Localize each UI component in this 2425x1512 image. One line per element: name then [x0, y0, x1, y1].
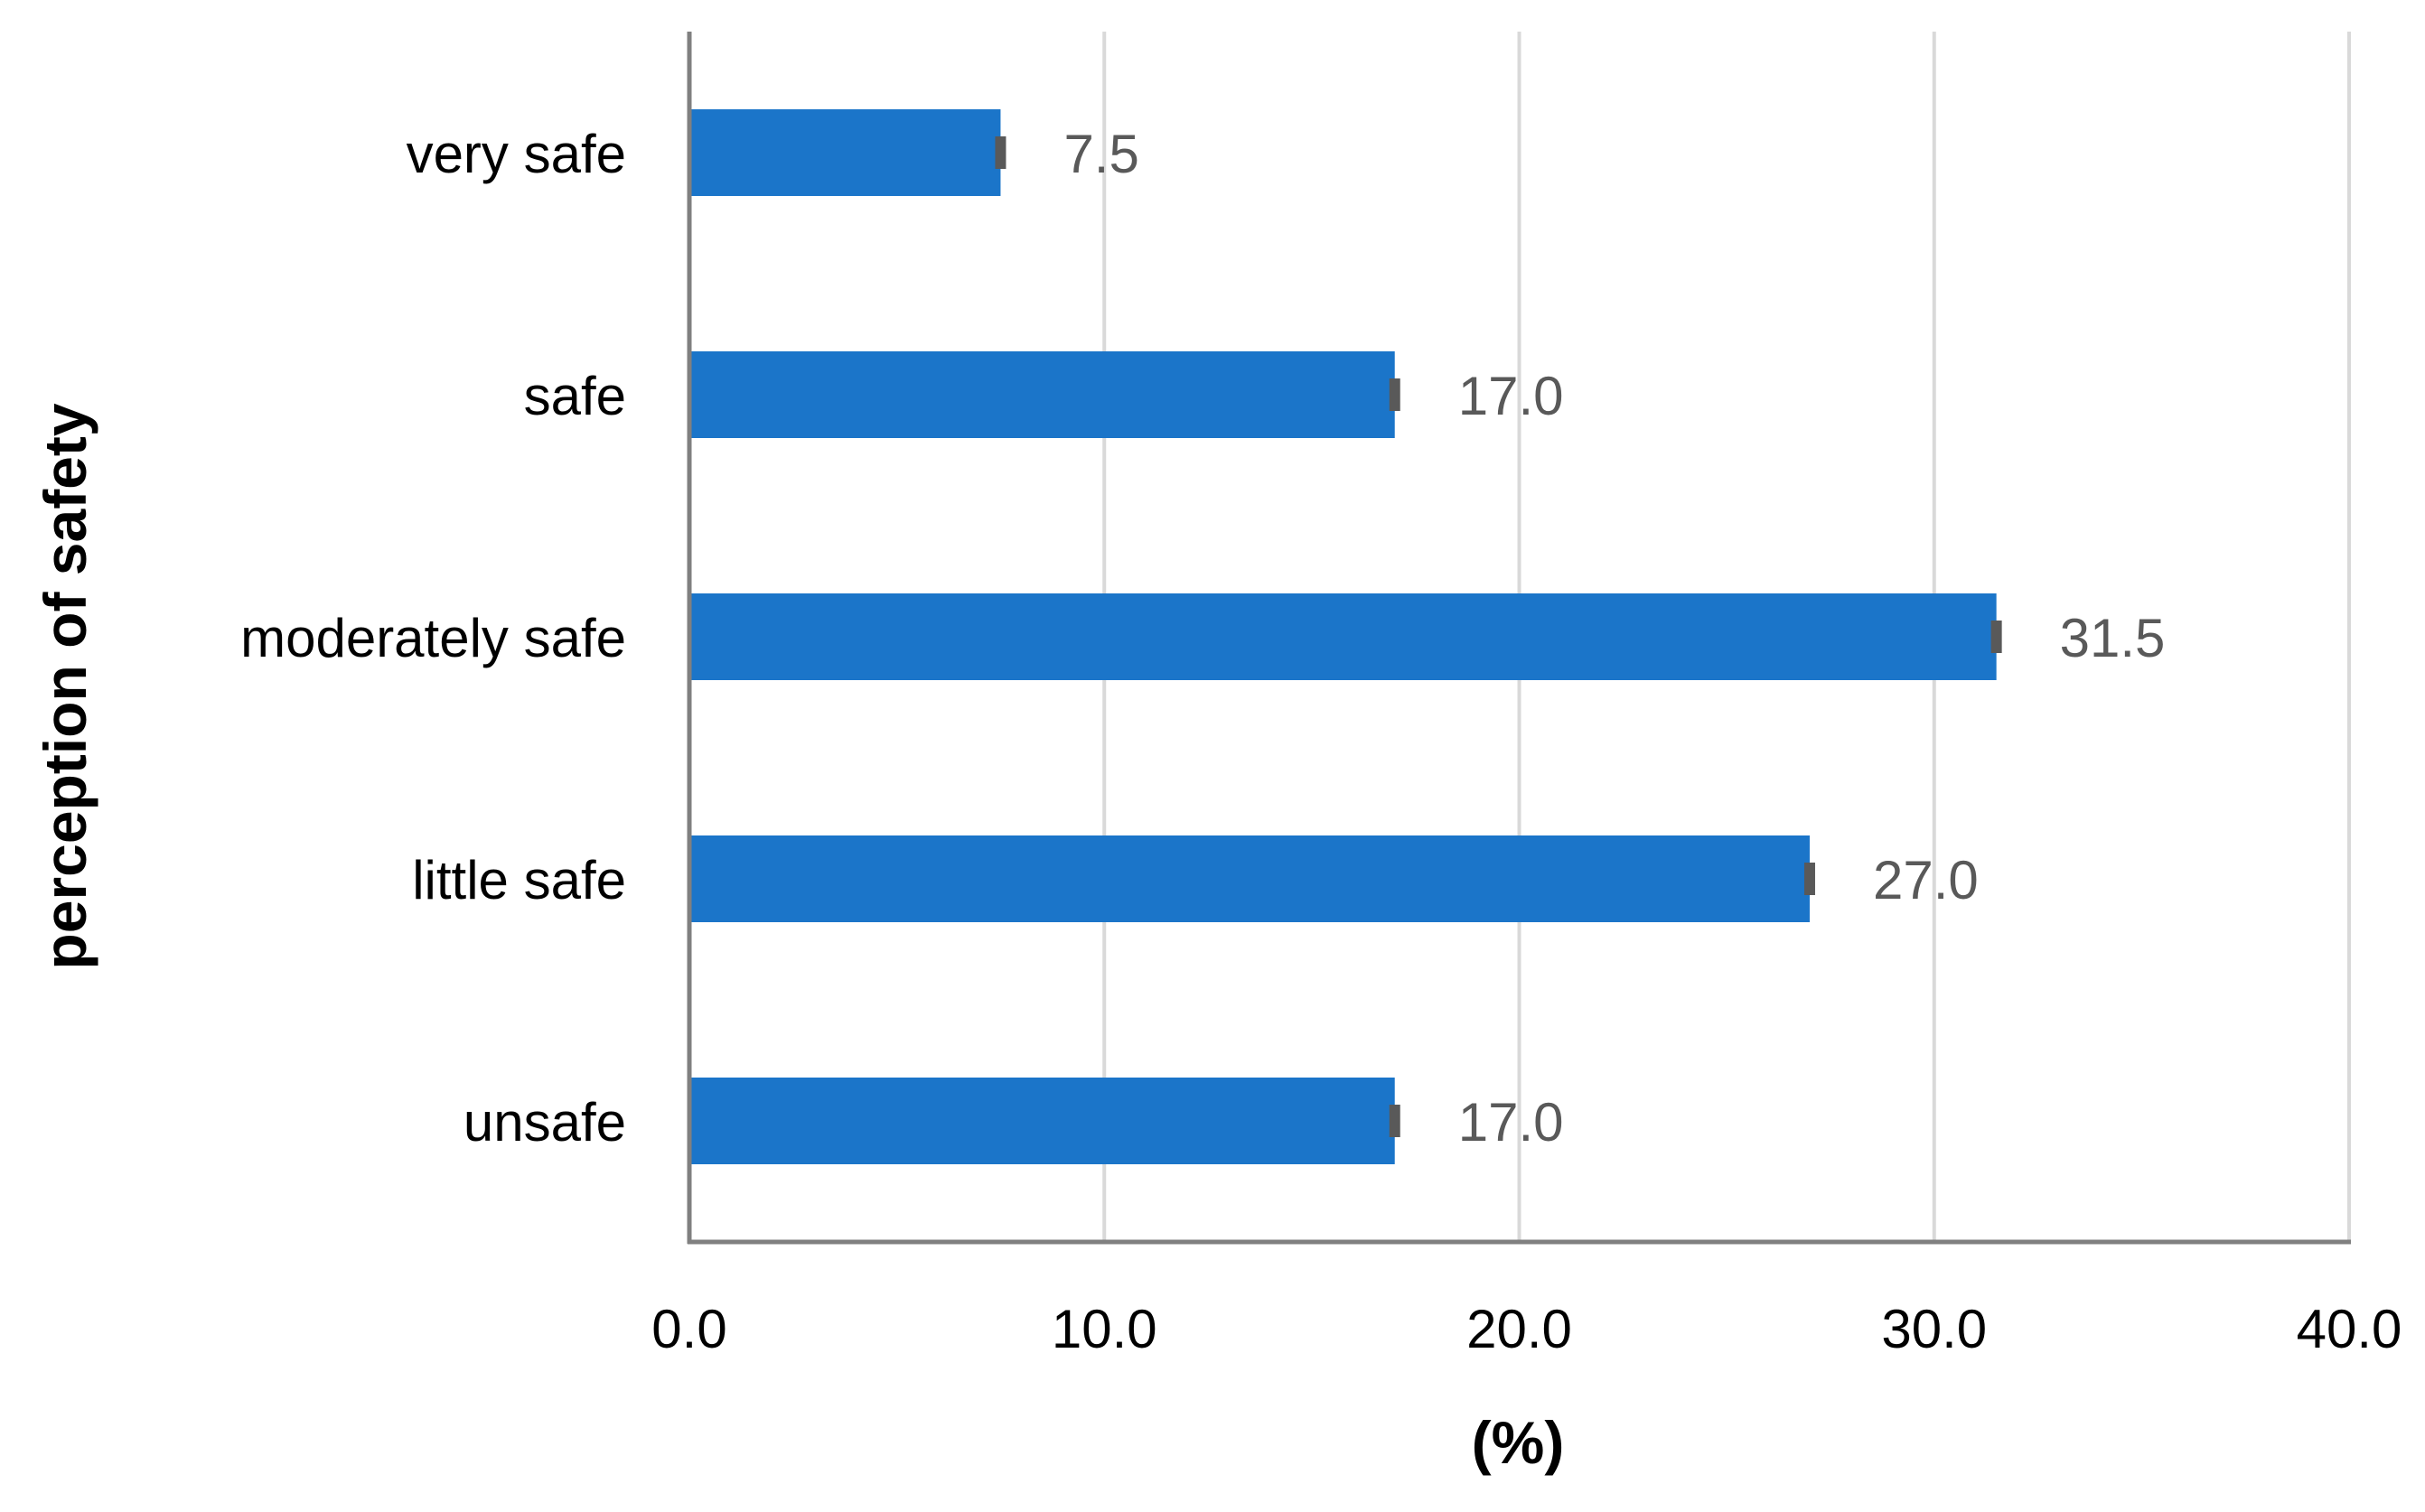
axes	[687, 32, 2351, 1245]
value-label-0: 7.5	[1063, 124, 1138, 184]
value-label-3: 27.0	[1873, 850, 1979, 910]
y-axis-title: perception of safety	[32, 403, 98, 969]
x-axis-title: (%)	[1472, 1409, 1565, 1476]
x-tick-label-0: 0.0	[651, 1299, 726, 1359]
value-label-1: 17.0	[1458, 366, 1564, 426]
bar-2	[689, 593, 1997, 680]
bar-3	[689, 835, 1810, 922]
bar-0	[689, 109, 1001, 196]
x-tick-label-1: 10.0	[1052, 1299, 1157, 1359]
bars	[689, 109, 2002, 1164]
category-label-3: little safe	[412, 850, 626, 910]
bar-1	[689, 351, 1395, 438]
value-label-2: 31.5	[2060, 608, 2166, 668]
category-label-2: moderately safe	[240, 608, 626, 668]
category-label-0: very safe	[407, 124, 626, 184]
bar-4	[689, 1078, 1395, 1164]
x-tick-label-2: 20.0	[1466, 1299, 1572, 1359]
error-bar-2	[1990, 621, 2002, 653]
error-bar-1	[1389, 378, 1400, 411]
error-bar-0	[995, 136, 1007, 169]
x-tick-label-3: 30.0	[1881, 1299, 1987, 1359]
category-label-4: unsafe	[463, 1092, 626, 1153]
x-tick-label-4: 40.0	[2297, 1299, 2402, 1359]
error-bar-3	[1803, 863, 1815, 895]
error-bar-4	[1389, 1105, 1400, 1137]
category-label-1: safe	[524, 366, 626, 426]
value-label-4: 17.0	[1458, 1092, 1564, 1153]
labels: 7.5 very safe 17.0 safe 31.5 moderately safe 2…	[240, 124, 2402, 1359]
